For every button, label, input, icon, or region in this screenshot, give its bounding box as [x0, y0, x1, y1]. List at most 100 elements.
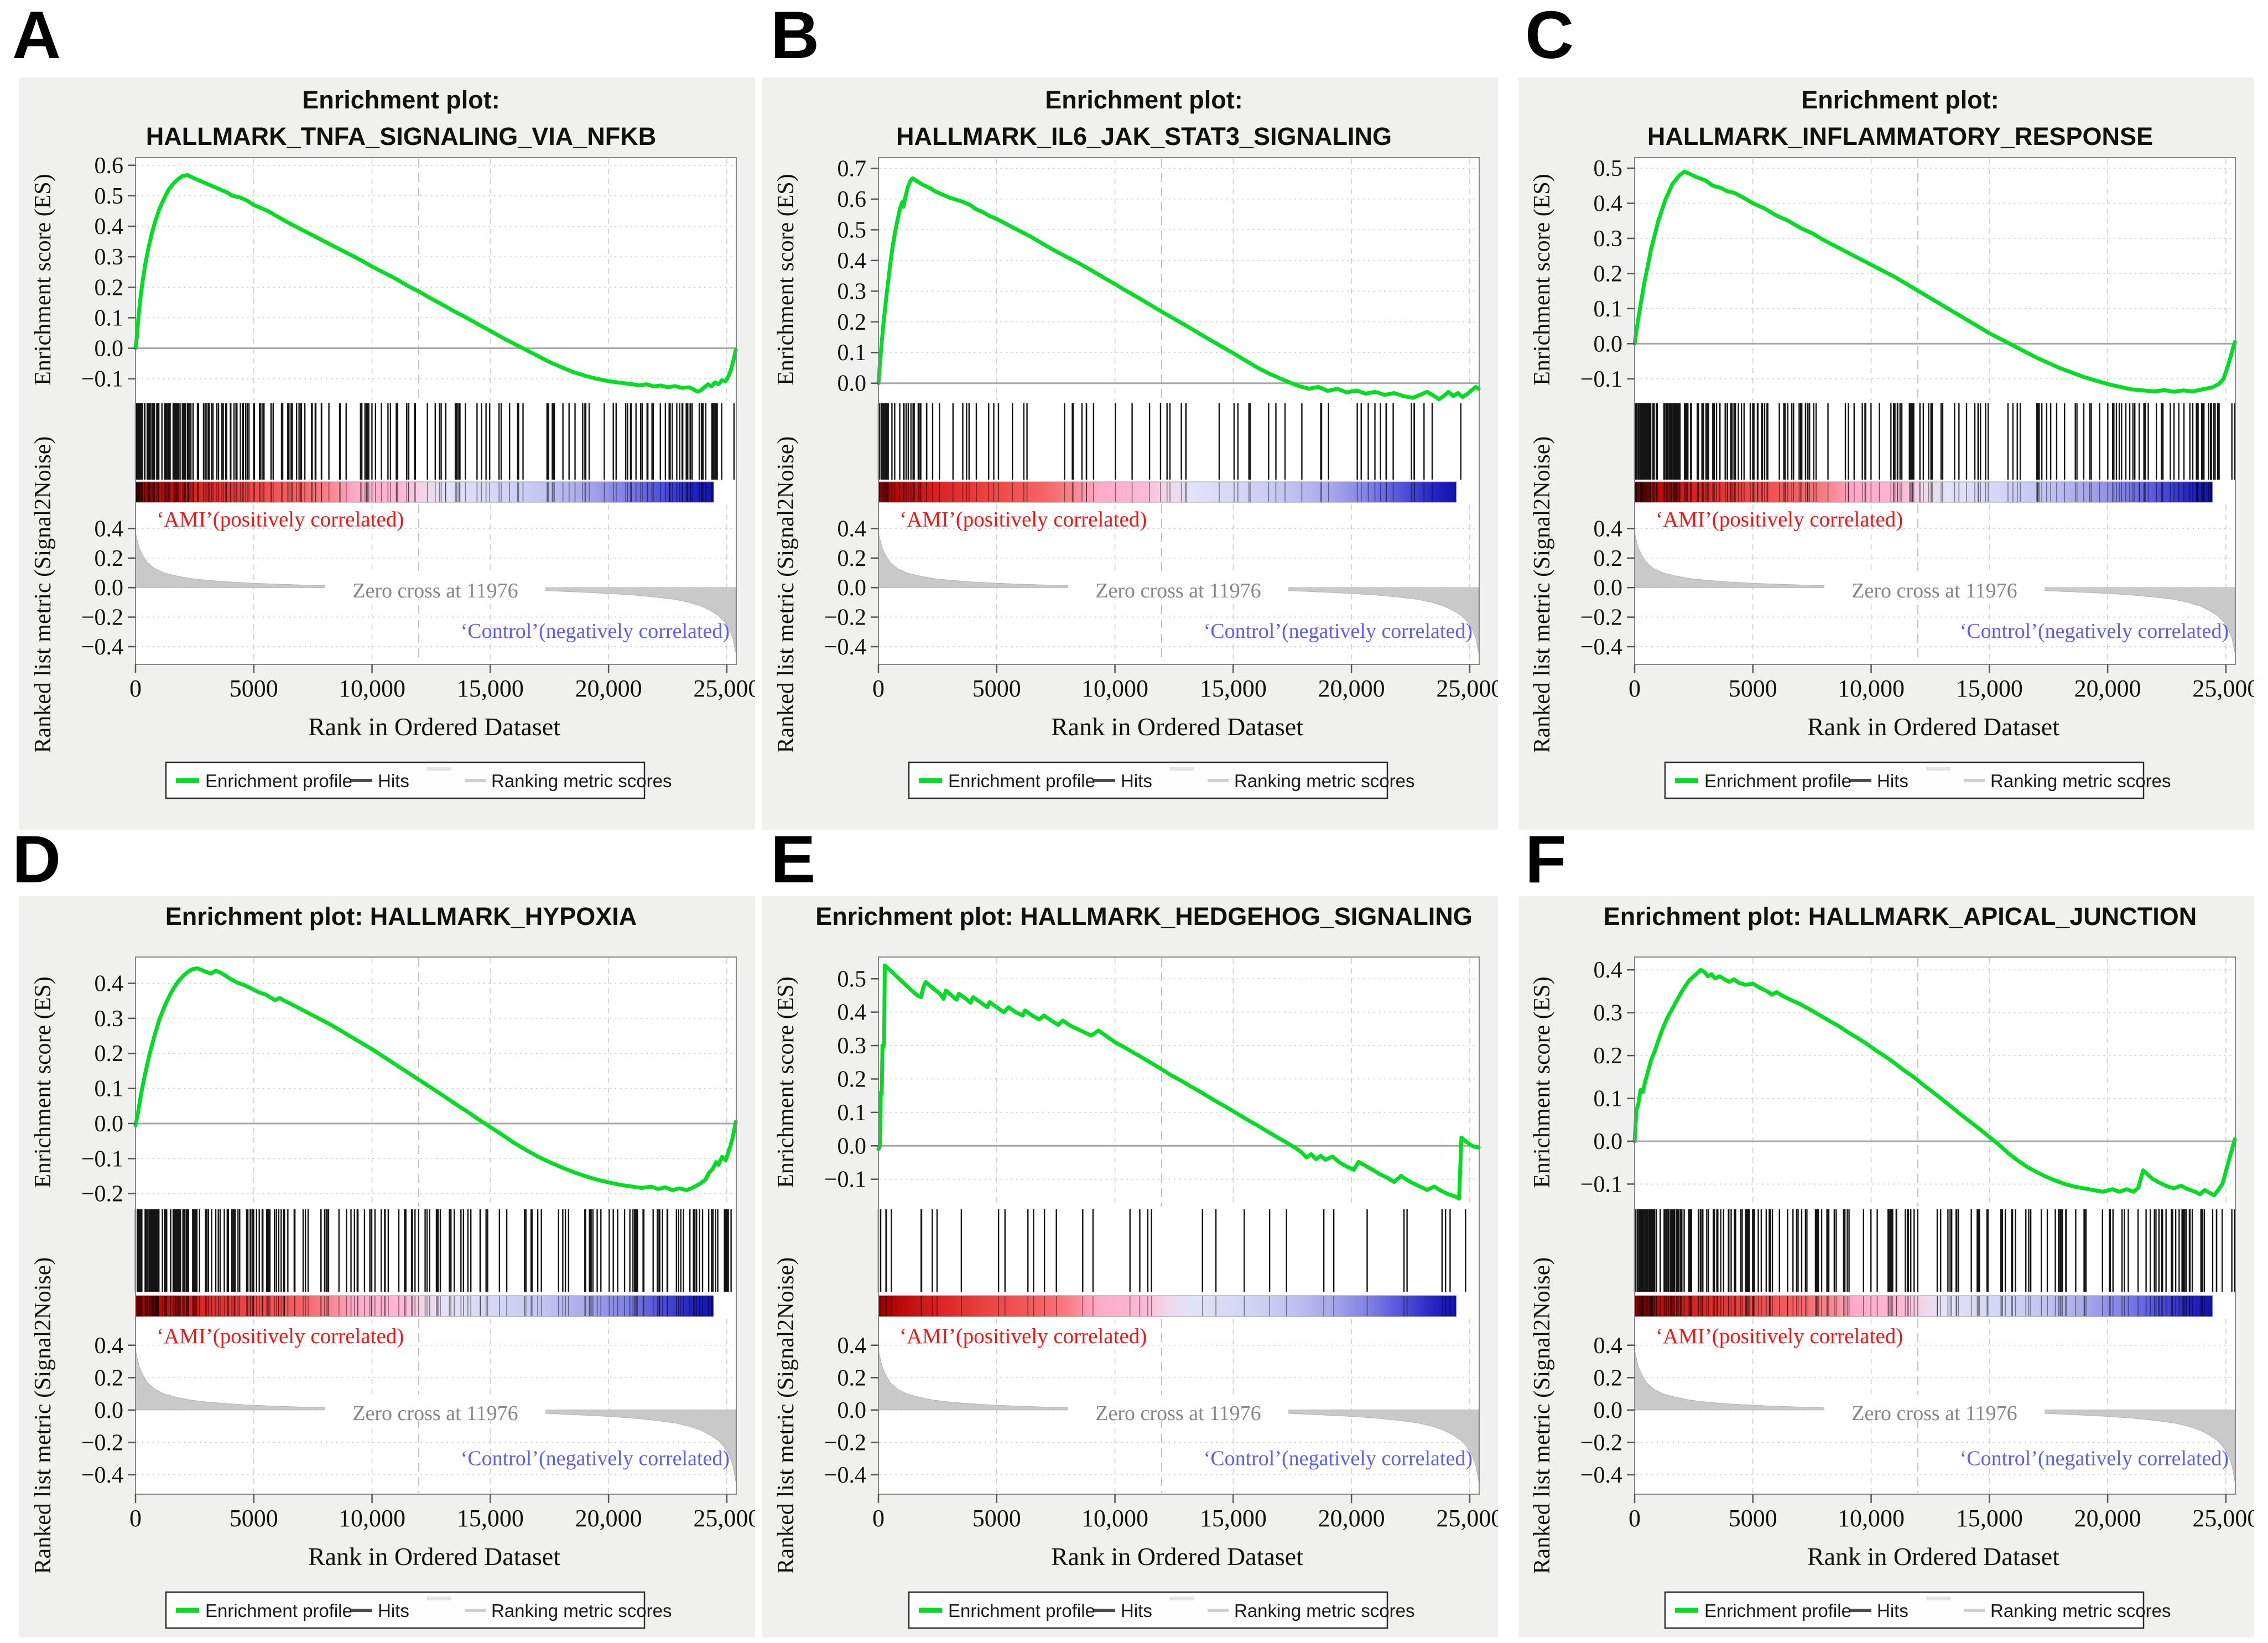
x-tick-label: 15,000	[1956, 675, 2023, 702]
negatively-correlated-label: ‘Control’(negatively correlated)	[1960, 620, 2229, 643]
metric-tick-label: −0.4	[1580, 635, 1622, 660]
plot-border	[1634, 956, 2236, 1495]
x-axis-title: Rank in Ordered Dataset	[1807, 713, 2059, 741]
plot-border	[135, 157, 737, 665]
x-tick-label: 10,000	[339, 1505, 405, 1532]
metric-tick-label: 0.0	[838, 1398, 867, 1423]
es-axis-title: Enrichment score (ES)	[773, 976, 799, 1188]
es-tick-label: 0.2	[95, 1041, 124, 1067]
enrichment-profile-curve	[133, 966, 738, 1192]
es-tick-label: 0.0	[1594, 1129, 1623, 1155]
legend-artifact-dash	[427, 767, 451, 771]
x-axis-title: Rank in Ordered Dataset	[1051, 1542, 1303, 1571]
zero-cross-label-bg	[325, 1394, 545, 1421]
enrichment-panel-a: Enrichment plot: HALLMARK_TNFA_SIGNALING_…	[19, 77, 760, 830]
positively-correlated-label: ‘AMI’(positively correlated)	[157, 507, 404, 531]
metric-tick-label: −0.2	[1580, 605, 1622, 631]
es-tick-label: −0.1	[81, 1146, 123, 1172]
x-axis-title: Rank in Ordered Dataset	[1807, 1542, 2059, 1571]
legend-hits-label: Hits	[1877, 1600, 1908, 1621]
legend-hits-label: Hits	[1877, 771, 1908, 791]
x-tick-label: 10,000	[1081, 675, 1148, 702]
x-tick-label: 5000	[230, 1505, 278, 1532]
gsea-plot-svg: Enrichment plot: HALLMARK_HEDGEHOG_SIGNA…	[762, 896, 1503, 1637]
x-tick-label: 5000	[972, 675, 1021, 702]
x-axis-title: Rank in Ordered Dataset	[308, 713, 560, 741]
legend-artifact-dash	[1170, 767, 1194, 771]
es-tick-label: 0.1	[95, 1077, 124, 1102]
x-tick-label: 0	[872, 1505, 885, 1532]
x-tick-label: 5000	[230, 675, 278, 702]
legend-hits-label: Hits	[1121, 1600, 1152, 1621]
es-tick-label: 0.1	[838, 1100, 867, 1126]
x-tick-label: 15,000	[457, 1505, 524, 1532]
es-tick-label: 0.3	[1594, 226, 1623, 252]
rank-color-bar	[878, 1295, 1457, 1317]
x-tick-label: 5000	[972, 1505, 1021, 1532]
negatively-correlated-label: ‘Control’(negatively correlated)	[461, 620, 730, 643]
es-tick-label: 0.2	[838, 310, 867, 335]
legend-box	[1664, 761, 2145, 799]
metric-axis-title: Ranked list metric (Signal2Noise)	[30, 1257, 56, 1574]
legend-enrichment-profile-label: Enrichment profile	[948, 1600, 1095, 1621]
es-axis-title: Enrichment score (ES)	[30, 174, 56, 386]
panel-title: Enrichment plot: HALLMARK_HEDGEHOG_SIGNA…	[815, 902, 1473, 930]
gsea-plot-svg: Enrichment plot: HALLMARK_TNFA_SIGNALING_…	[19, 77, 760, 830]
metric-tick-label: −0.4	[824, 1463, 866, 1488]
legend-ranking-metric-label: Ranking metric scores	[1990, 1600, 2171, 1621]
x-tick-label: 25,000	[2192, 1505, 2254, 1532]
legend-box	[165, 761, 646, 799]
es-tick-label: 0.5	[838, 966, 867, 992]
zero-cross-label-bg	[1068, 572, 1288, 599]
x-tick-label: 10,000	[1838, 675, 1905, 702]
es-tick-label: 0.1	[1594, 297, 1623, 322]
enrichment-panel-c: Enrichment plot: HALLMARK_INFLAMMATORY_RE…	[1518, 77, 2259, 830]
legend-box	[1664, 1591, 2145, 1629]
es-tick-label: −0.2	[81, 1182, 123, 1207]
legend-ranking-metric-label: Ranking metric scores	[1234, 1600, 1414, 1621]
es-tick-label: 0.5	[1594, 156, 1623, 181]
es-tick-label: −0.1	[1580, 1172, 1622, 1197]
x-tick-label: 0	[1629, 1505, 1641, 1532]
legend-hits-label: Hits	[378, 1600, 409, 1621]
panel-letter-b: B	[771, 0, 820, 72]
x-tick-label: 10,000	[339, 675, 405, 702]
positively-correlated-label: ‘AMI’(positively correlated)	[899, 507, 1147, 531]
es-tick-label: −0.1	[81, 367, 123, 392]
metric-axis-title: Ranked list metric (Signal2Noise)	[1530, 1257, 1555, 1574]
legend-enrichment-profile-label: Enrichment profile	[1704, 1600, 1851, 1621]
es-tick-label: 0.3	[838, 279, 867, 304]
legend-enrichment-profile-label: Enrichment profile	[205, 1600, 352, 1621]
gsea-plot-svg: Enrichment plot: HALLMARK_IL6_JAK_STAT3_S…	[762, 77, 1503, 830]
x-tick-label: 0	[129, 675, 142, 702]
es-tick-label: 0.4	[1594, 958, 1623, 983]
x-tick-label: 10,000	[1081, 1505, 1148, 1532]
x-tick-label: 15,000	[1956, 1505, 2023, 1532]
zero-cross-label-bg	[325, 572, 545, 599]
negatively-correlated-label: ‘Control’(negatively correlated)	[1960, 1447, 2229, 1470]
negatively-correlated-label: ‘Control’(negatively correlated)	[1204, 620, 1473, 643]
panel-title: Enrichment plot:	[302, 86, 500, 114]
negatively-correlated-label: ‘Control’(negatively correlated)	[1204, 1447, 1473, 1470]
x-tick-label: 25,000	[1436, 675, 1498, 702]
metric-axis-title: Ranked list metric (Signal2Noise)	[773, 1257, 799, 1574]
es-tick-label: 0.6	[95, 153, 124, 179]
metric-tick-label: −0.2	[824, 1430, 866, 1455]
x-tick-label: 25,000	[1436, 1505, 1498, 1532]
gsea-plot-svg: Enrichment plot: HALLMARK_HYPOXIA ‘AMI’(p…	[19, 896, 760, 1637]
plot-border	[135, 956, 737, 1495]
x-tick-label: 25,000	[693, 1505, 755, 1532]
es-tick-label: 0.4	[1594, 191, 1623, 216]
x-tick-label: 20,000	[575, 675, 642, 702]
rank-color-bar	[1634, 481, 2213, 503]
metric-tick-label: 0.4	[838, 1333, 867, 1359]
es-tick-label: −0.1	[824, 1167, 866, 1193]
metric-tick-label: 0.2	[95, 546, 124, 571]
x-tick-label: 15,000	[1200, 1505, 1267, 1532]
zero-cross-label: Zero cross at 11976	[1851, 1402, 2017, 1425]
gsea-plot-svg: Enrichment plot: HALLMARK_APICAL_JUNCTIO…	[1518, 896, 2259, 1637]
positively-correlated-label: ‘AMI’(positively correlated)	[1656, 507, 1903, 531]
x-tick-label: 0	[1629, 675, 1641, 702]
legend-ranking-metric-label: Ranking metric scores	[1990, 771, 2171, 791]
panel-letter-e: E	[771, 822, 816, 897]
